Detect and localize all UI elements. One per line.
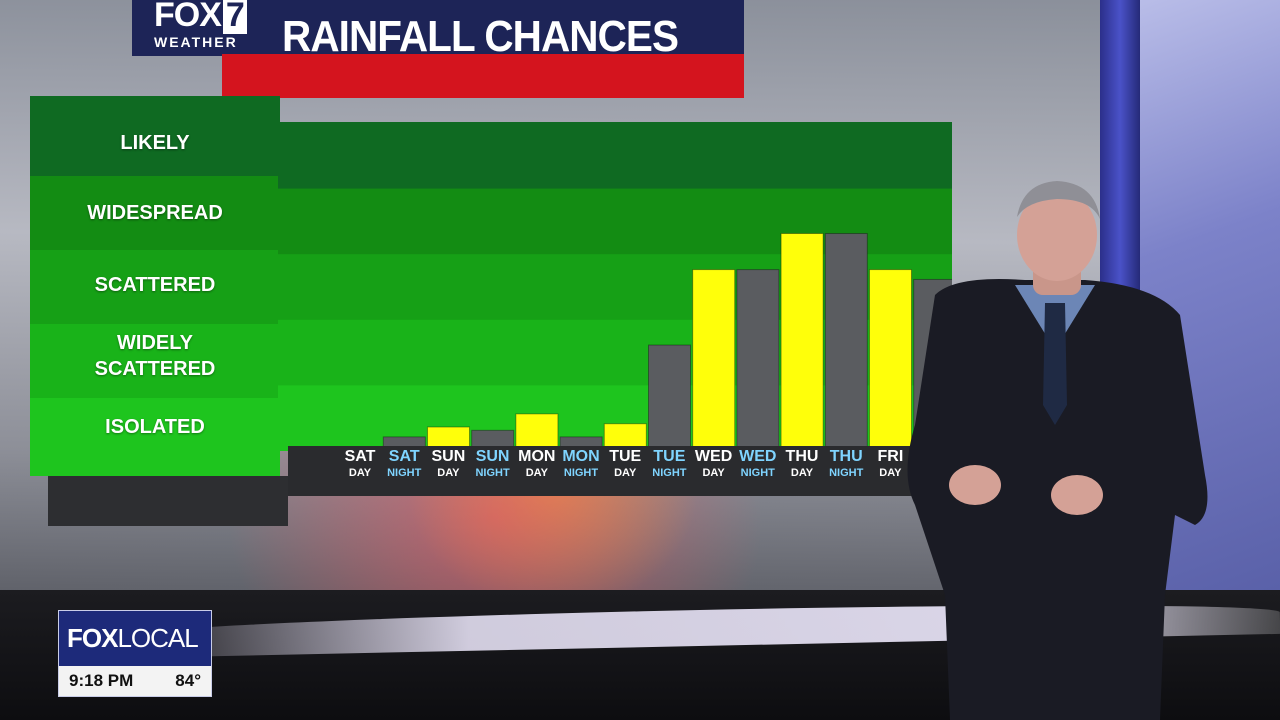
logo-weather-text: WEATHER bbox=[154, 34, 238, 50]
y-label-panel: LIKELY WIDESPREAD SCATTERED WIDELY SCATT… bbox=[30, 96, 288, 526]
x-tick-3: SUN NIGHT bbox=[471, 448, 515, 480]
x-tick-period-label: NIGHT bbox=[829, 467, 864, 479]
x-tick-day-label: SAT bbox=[388, 448, 420, 465]
bug-local-text: LOCAL bbox=[117, 623, 198, 653]
band-widely-scattered bbox=[30, 324, 280, 398]
x-tick-5: MON NIGHT bbox=[559, 448, 603, 480]
bar-wed-day bbox=[692, 269, 736, 451]
x-tick-9: WED NIGHT bbox=[736, 448, 780, 480]
x-axis-strip bbox=[288, 446, 952, 496]
chart-title: RAINFALL CHANCES bbox=[282, 12, 679, 61]
x-tick-day-label: FRI bbox=[877, 448, 904, 465]
ylabel-isolated: ISOLATED bbox=[105, 416, 205, 438]
bar-tue-night bbox=[648, 344, 691, 451]
fox-local-logo: FOXLOCAL bbox=[67, 623, 199, 654]
bar-thu-day bbox=[780, 233, 824, 451]
x-tick-period-label: DAY bbox=[348, 467, 372, 479]
x-tick-4: MON DAY bbox=[515, 448, 559, 480]
x-tick-period-label: DAY bbox=[437, 467, 460, 479]
band-widespread bbox=[30, 176, 280, 250]
band-likely bbox=[30, 96, 280, 176]
x-tick-1: SAT NIGHT bbox=[382, 448, 426, 480]
ylabel-likely: LIKELY bbox=[120, 132, 190, 154]
x-tick-10: THU DAY bbox=[780, 448, 824, 480]
ylabel-scattered: SCATTERED bbox=[94, 274, 216, 296]
bar-fri-day bbox=[869, 269, 912, 451]
bug-info-panel: 9:18 PM 84° bbox=[58, 666, 212, 697]
x-tick-day-label: TUE bbox=[609, 448, 642, 465]
bug-fox-text: FOX bbox=[67, 623, 118, 653]
x-tick-11: THU NIGHT bbox=[824, 448, 868, 480]
logo-fox-text: FOX bbox=[154, 0, 222, 34]
x-tick-period-label: DAY bbox=[525, 467, 548, 479]
meteorologist-figure bbox=[907, 181, 1208, 720]
x-tick-day-label: TUE bbox=[653, 448, 686, 465]
x-tick-period-label: DAY bbox=[790, 467, 814, 479]
station-bug: FOXLOCAL 9:18 PM 84° bbox=[58, 610, 212, 697]
x-tick-2: SUN DAY bbox=[426, 448, 470, 480]
ylabel-widely: WIDELY bbox=[117, 332, 193, 354]
x-tick-day-label: THU bbox=[785, 448, 819, 465]
bug-time: 9:18 PM bbox=[69, 671, 134, 690]
x-tick-8: WED DAY bbox=[692, 448, 736, 480]
x-tick-period-label: NIGHT bbox=[387, 467, 422, 479]
x-tick-day-label: SUN bbox=[431, 448, 466, 465]
fox7-weather-logo: FOX 7 WEATHER bbox=[148, 0, 266, 52]
x-tick-0: SAT DAY bbox=[338, 448, 382, 480]
bar-wed-night bbox=[736, 269, 780, 451]
chart-plot bbox=[278, 122, 952, 451]
band-scattered bbox=[30, 250, 280, 324]
x-tick-period-label: NIGHT bbox=[740, 467, 775, 479]
bar-tue-day bbox=[603, 423, 647, 451]
bug-temperature: 84° bbox=[175, 671, 201, 690]
logo-seven-text: 7 bbox=[222, 0, 247, 34]
bar-mon-day bbox=[515, 413, 559, 451]
x-tick-day-label: THU bbox=[829, 448, 863, 465]
bug-brand-panel: FOXLOCAL bbox=[58, 610, 212, 668]
x-tick-day-label: WED bbox=[739, 448, 777, 465]
x-tick-day-label: SAT bbox=[344, 448, 376, 465]
x-tick-12: FRI DAY bbox=[868, 448, 912, 480]
x-tick-day-label: MON bbox=[518, 448, 556, 465]
rainfall-chart: LIKELY WIDESPREAD SCATTERED WIDELY SCATT… bbox=[30, 96, 952, 526]
x-tick-period-label: DAY bbox=[614, 467, 637, 479]
x-tick-7: TUE NIGHT bbox=[647, 448, 691, 480]
x-tick-day-label: SUN bbox=[475, 448, 510, 465]
ylabel-widely-scattered: SCATTERED bbox=[94, 358, 216, 380]
bar-thu-night bbox=[824, 233, 868, 451]
y-panel-base bbox=[48, 476, 288, 526]
x-tick-period-label: NIGHT bbox=[475, 467, 510, 479]
x-tick-6: TUE DAY bbox=[603, 448, 647, 480]
band-isolated bbox=[30, 398, 280, 476]
x-tick-period-label: NIGHT bbox=[563, 467, 599, 479]
x-tick-day-label: MON bbox=[562, 448, 600, 465]
plot-band-5 bbox=[278, 122, 952, 189]
x-tick-period-label: DAY bbox=[702, 467, 725, 479]
x-tick-period-label: DAY bbox=[879, 467, 902, 479]
x-tick-period-label: NIGHT bbox=[652, 467, 687, 479]
ylabel-widespread: WIDESPREAD bbox=[87, 202, 223, 224]
x-tick-day-label: WED bbox=[694, 448, 733, 465]
title-accent bbox=[222, 54, 744, 98]
